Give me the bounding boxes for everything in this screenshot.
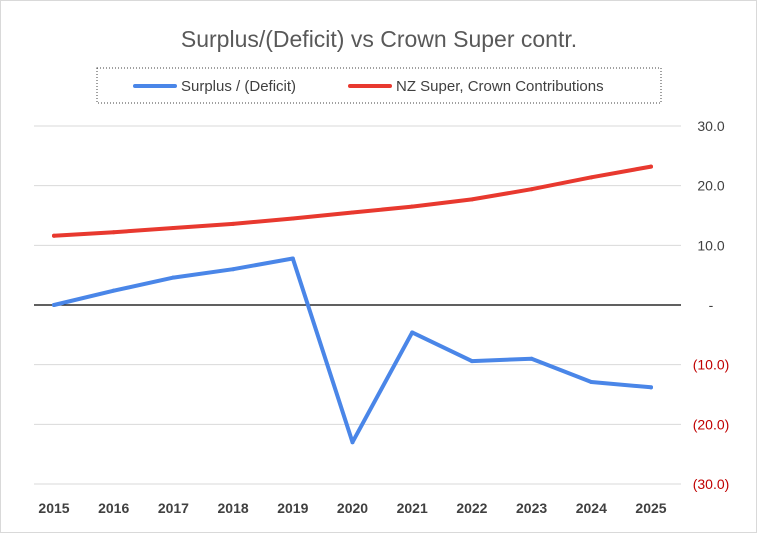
data-point-surplus [589,379,594,384]
data-point-crown-contributions [171,226,176,231]
y-tick-label: - [709,297,714,313]
y-tick-label: (10.0) [693,357,730,373]
data-point-crown-contributions [589,175,594,180]
series-line-surplus [52,256,653,445]
data-point-surplus [111,288,116,293]
x-tick-label: 2017 [158,500,189,516]
x-tick-label: 2016 [98,500,129,516]
series-line-crown-contributions [52,164,653,238]
data-point-crown-contributions [410,204,415,209]
data-point-crown-contributions [469,197,474,202]
y-axis-ticks: 30.0 20.0 10.0 - (10.0) (20.0) (30.0) [693,118,730,492]
x-tick-label: 2025 [635,500,666,516]
data-point-surplus [350,440,355,445]
legend-border [96,67,662,104]
data-point-crown-contributions [649,164,653,169]
legend: Surplus / (Deficit) NZ Super, Crown Cont… [96,67,662,104]
y-tick-label: (30.0) [693,476,730,492]
x-axis-ticks: 2015 2016 2017 2018 2019 2020 2021 2022 2023 2024… [38,500,666,516]
y-tick-label: (20.0) [693,416,730,432]
series-group [52,164,653,445]
data-point-surplus [649,385,653,390]
data-point-crown-contributions [529,187,534,192]
chart-title: Surplus/(Deficit) vs Crown Super contr. [181,26,577,52]
x-tick-label: 2019 [277,500,308,516]
y-tick-label: 20.0 [697,178,724,194]
data-point-surplus [469,359,474,364]
data-point-crown-contributions [350,210,355,215]
data-point-crown-contributions [231,221,236,226]
data-point-surplus [529,356,534,361]
data-point-surplus [171,275,176,280]
y-tick-label: 10.0 [697,237,724,253]
x-tick-label: 2022 [456,500,487,516]
legend-label-crown-contributions: NZ Super, Crown Contributions [396,78,604,95]
x-tick-label: 2021 [397,500,428,516]
x-tick-label: 2023 [516,500,547,516]
data-point-surplus [231,267,236,272]
legend-label-surplus: Surplus / (Deficit) [181,78,296,95]
data-point-surplus [410,330,415,335]
data-point-crown-contributions [111,230,116,235]
data-point-surplus [290,256,295,261]
x-tick-label: 2018 [218,500,249,516]
data-point-crown-contributions [290,216,295,221]
data-point-surplus [52,303,56,307]
x-tick-label: 2024 [576,500,607,516]
gridlines [34,125,681,485]
x-tick-label: 2020 [337,500,368,516]
y-tick-label: 30.0 [697,118,724,134]
data-point-crown-contributions [52,233,56,238]
x-tick-label: 2015 [38,500,69,516]
